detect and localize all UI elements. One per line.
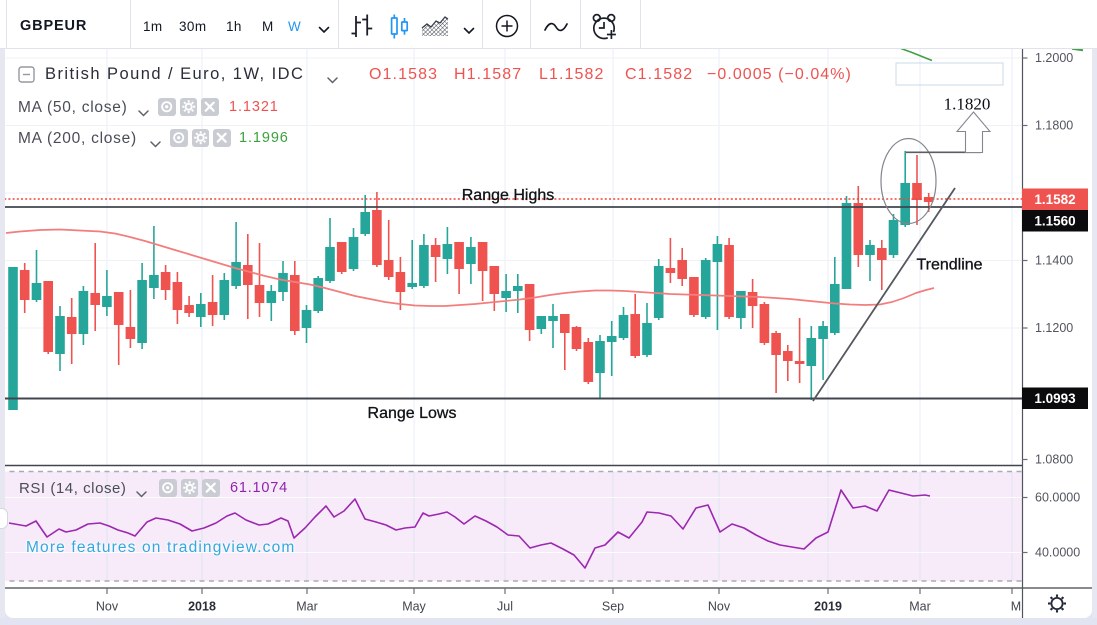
svg-text:Nov: Nov bbox=[708, 600, 731, 614]
svg-text:Jul: Jul bbox=[497, 600, 513, 614]
svg-text:1.2000: 1.2000 bbox=[1035, 51, 1073, 65]
svg-text:40.0000: 40.0000 bbox=[1035, 546, 1080, 560]
svg-text:M: M bbox=[1011, 600, 1021, 614]
svg-text:1.1800: 1.1800 bbox=[1035, 119, 1073, 133]
svg-text:1.0993: 1.0993 bbox=[1034, 391, 1076, 406]
svg-text:1.1400: 1.1400 bbox=[1035, 254, 1073, 268]
svg-text:Sep: Sep bbox=[602, 600, 624, 614]
svg-text:Nov: Nov bbox=[96, 600, 119, 614]
svg-text:1.1820: 1.1820 bbox=[944, 95, 991, 114]
svg-text:1.1560: 1.1560 bbox=[1034, 214, 1075, 229]
svg-text:2019: 2019 bbox=[814, 600, 842, 614]
svg-text:60.0000: 60.0000 bbox=[1035, 491, 1080, 505]
svg-text:Range Lows: Range Lows bbox=[368, 405, 457, 422]
svg-text:Mar: Mar bbox=[909, 600, 931, 614]
svg-text:Mar: Mar bbox=[296, 600, 318, 614]
svg-text:Range Highs: Range Highs bbox=[462, 187, 555, 204]
svg-text:1.1200: 1.1200 bbox=[1035, 321, 1073, 335]
svg-text:Trendline: Trendline bbox=[916, 257, 982, 274]
svg-text:2018: 2018 bbox=[188, 600, 216, 614]
svg-text:1.0800: 1.0800 bbox=[1035, 453, 1073, 467]
svg-text:May: May bbox=[402, 600, 426, 614]
svg-text:1.1582: 1.1582 bbox=[1034, 192, 1075, 207]
